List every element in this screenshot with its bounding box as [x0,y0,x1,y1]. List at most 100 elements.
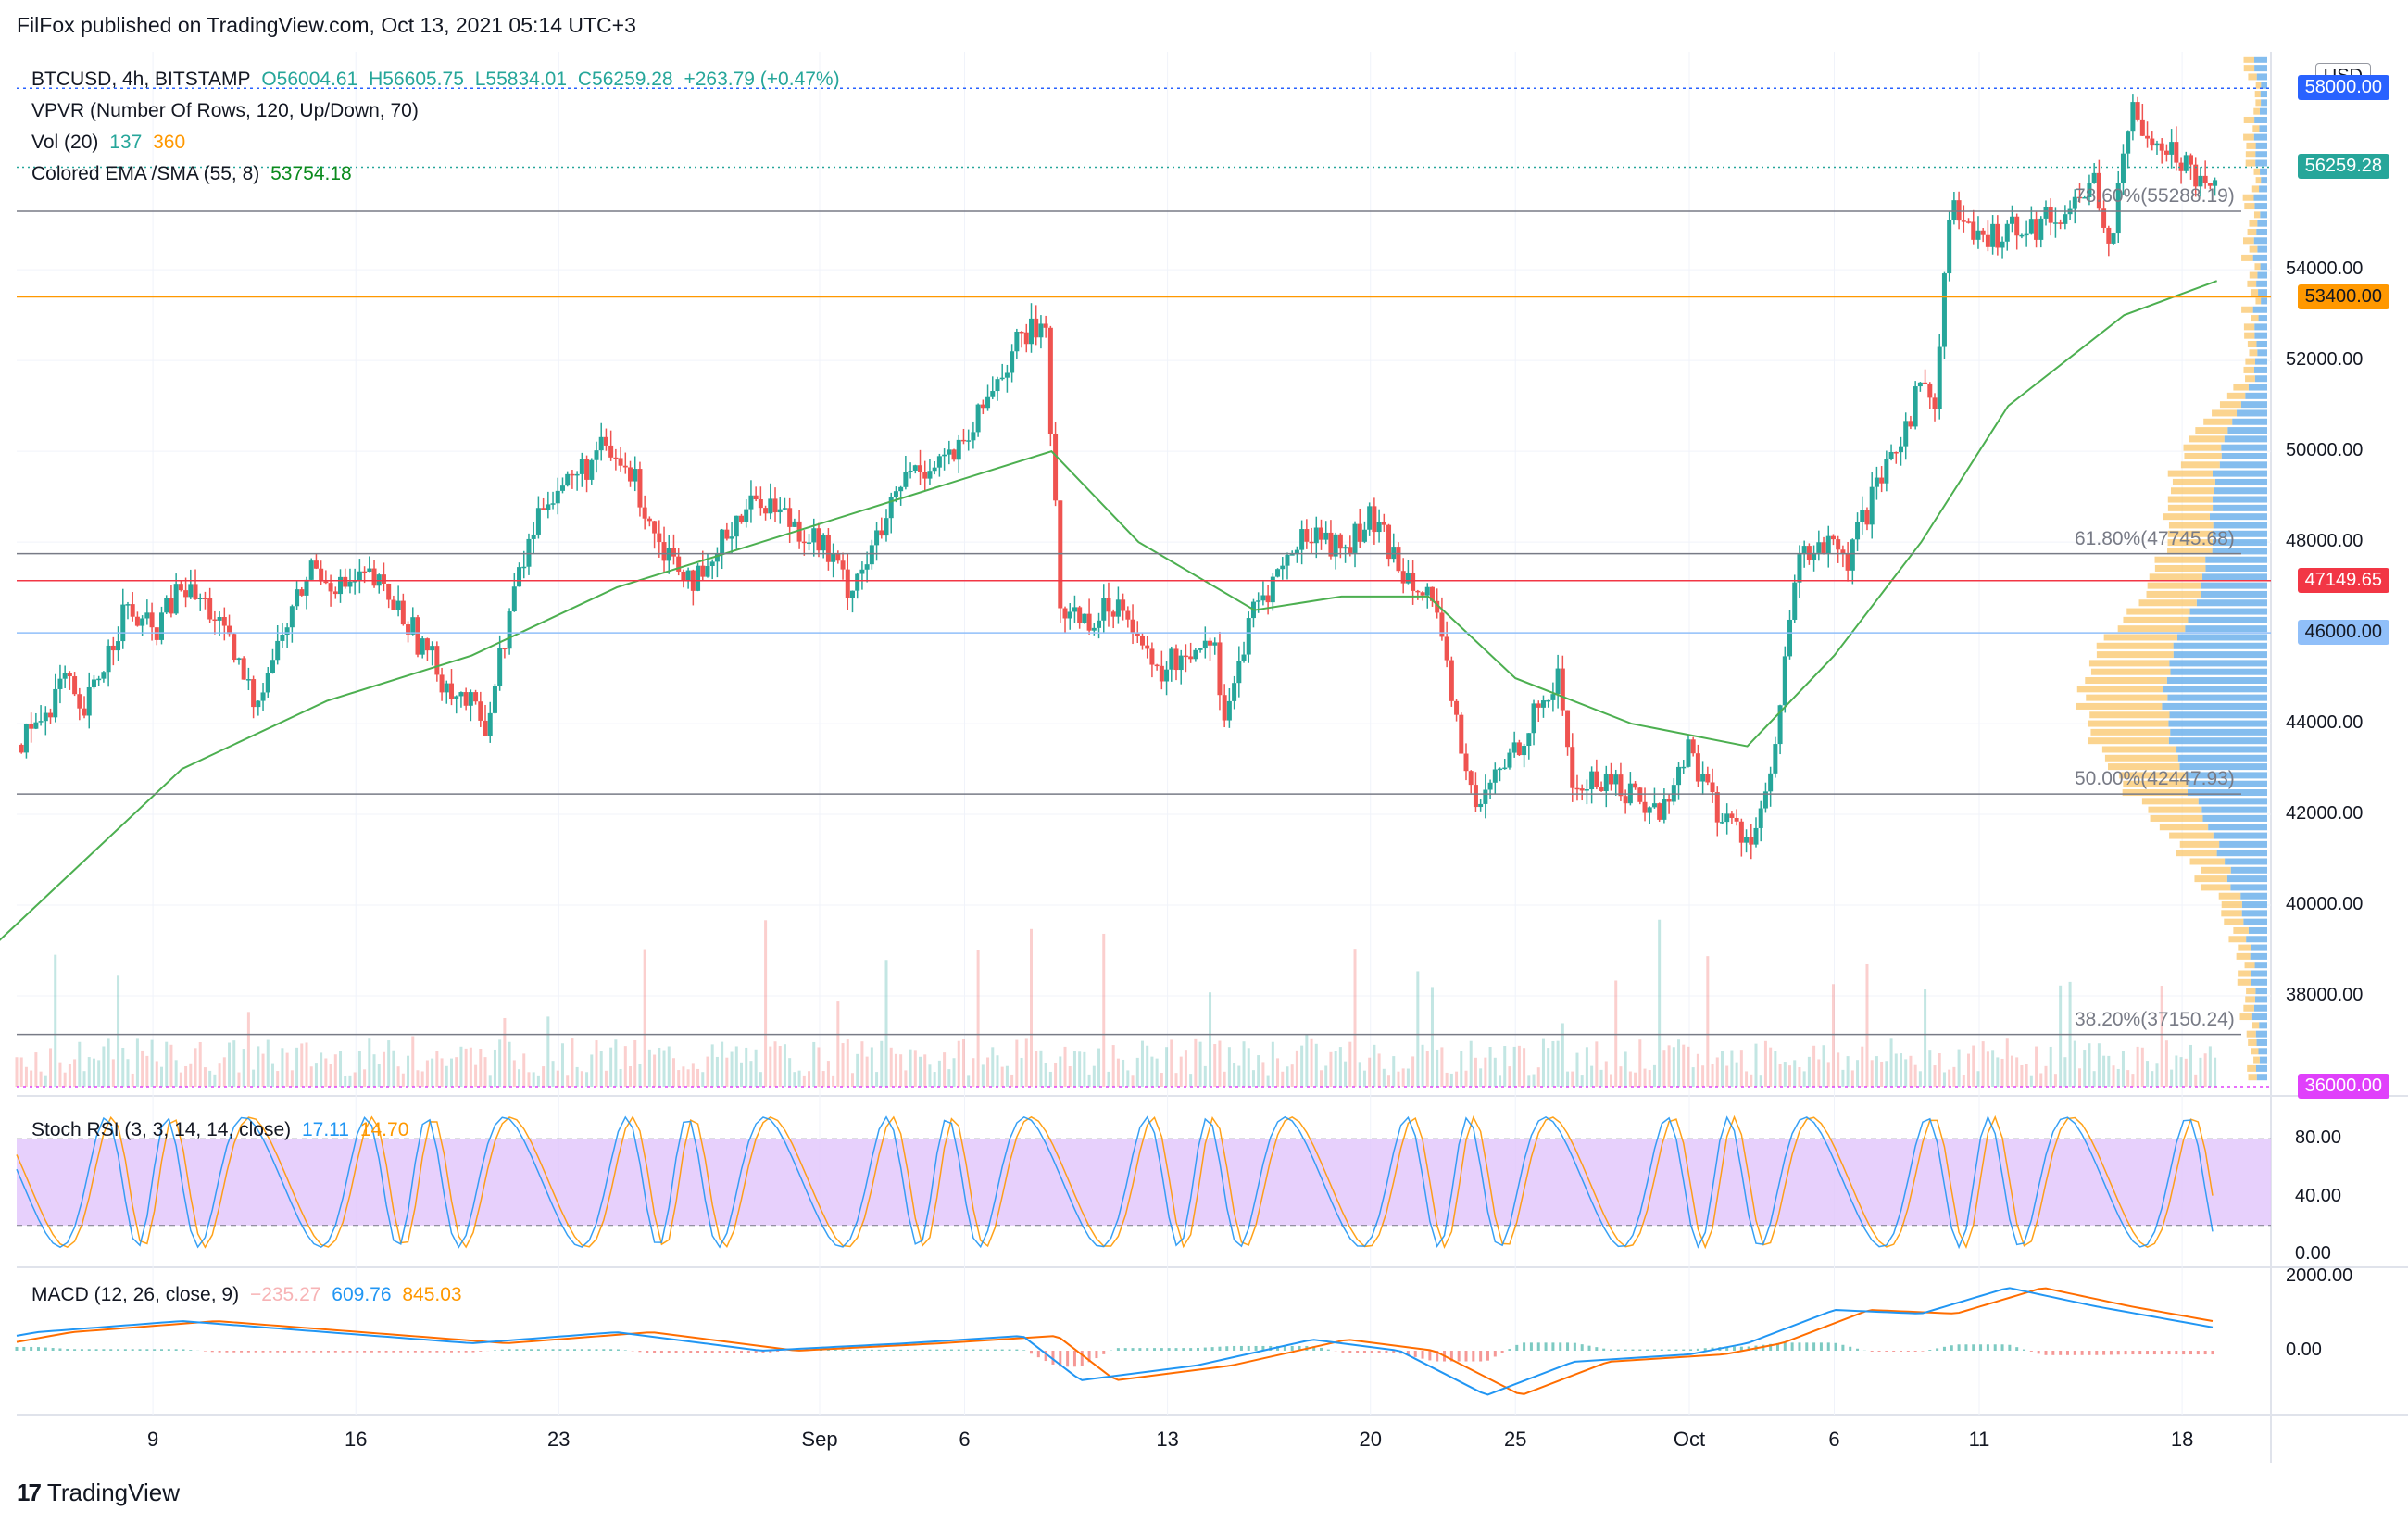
volume-bar [909,1049,912,1087]
vpvr-bar-down [2249,245,2258,253]
volume-bar [1198,1041,1202,1087]
vpvr-bar-down [2119,772,2187,779]
macd-hist-bar [899,1349,903,1351]
volume-bar [566,1075,570,1087]
volume-bar [536,1075,540,1087]
candle-body [1830,535,1836,540]
volume-bar [1595,1041,1599,1087]
macd-hist-bar [1486,1351,1489,1361]
candle-body [347,581,353,587]
volume-bar [1266,1075,1270,1087]
tradingview-logo[interactable]: 17 TradingView [17,1479,180,1507]
volume-bar [2160,986,2163,1087]
vpvr-bar-down [2086,694,2168,701]
candle-body [1077,607,1083,623]
macd-hist-bar [1610,1349,1612,1351]
vpvr-legend[interactable]: VPVR (Number Of Rows, 120, Up/Down, 70) [31,100,424,122]
candle-body [792,521,797,527]
volume-bar [788,1058,792,1087]
candle-body [221,617,227,626]
vpvr-bar-down [2167,470,2213,477]
vpvr-bar-up [2256,1064,2267,1072]
ema-label[interactable]: Colored EMA /SMA (55, 8) [31,163,260,184]
volume-bar [667,1046,671,1087]
macd-hist-bar [210,1351,214,1353]
candle-body [2028,219,2034,234]
volume-label[interactable]: Vol (20) [31,132,99,153]
macd-hist-bar [399,1351,403,1353]
volume-bar [1338,1047,1342,1087]
symbol-name[interactable]: BTCUSD, 4h, BITSTAMP [31,69,251,90]
candle-body [444,683,449,693]
vpvr-bar-up [2253,194,2267,201]
macd-hist-bar [1225,1346,1229,1351]
candle-body [2159,143,2164,151]
candle-body [2145,135,2151,139]
vpvr-bar-down [2243,1004,2254,1012]
volume-bar [1344,1061,1348,1087]
candle-body [753,495,759,500]
volume-legend[interactable]: Vol (20) 137 360 [31,132,191,154]
volume-bar [488,1075,492,1087]
volume-bar [841,1043,845,1087]
candle-body [468,692,473,706]
vpvr-bar-up [2213,496,2267,503]
vpvr-bar-up [2243,918,2267,925]
volume-bar [846,1039,849,1087]
candle-body [1932,397,1938,409]
macd-legend[interactable]: MACD (12, 26, close, 9) −235.27 609.76 8… [31,1284,468,1306]
volume-bar [1861,1046,1864,1087]
volume-bar [996,1055,999,1087]
candle-body [1444,636,1449,661]
candle-body [1947,220,1952,274]
stoch-legend[interactable]: Stoch RSI (3, 3, 14, 14, close) 17.11 14… [31,1119,414,1141]
candle-body [1313,527,1319,544]
vpvr-bar-up [2258,289,2267,296]
volume-bar [614,1039,618,1087]
vpvr-bar-down [2203,418,2233,425]
volume-bar [812,1041,816,1087]
macd-hist-bar [826,1349,830,1351]
volume-bar [1460,1051,1463,1087]
chart-area[interactable]: BTCUSD, 4h, BITSTAMP O56004.61 H56605.75… [0,52,2408,1469]
candle-body [197,598,203,599]
vpvr-bar-up [2170,668,2267,675]
macd-label[interactable]: MACD (12, 26, close, 9) [31,1284,240,1305]
candle-body [763,508,769,514]
volume-bar [2063,1057,2067,1087]
macd-hist-bar [623,1350,627,1351]
symbol-legend[interactable]: BTCUSD, 4h, BITSTAMP O56004.61 H56605.75… [31,69,846,91]
vpvr-bar-up [2208,824,2267,831]
macd-hist-bar [1733,1346,1737,1351]
candle-body [1864,510,1870,525]
macd-hist-bar [1320,1347,1323,1351]
volume-bar [503,1017,507,1087]
volume-bar [2170,1069,2174,1087]
volume-bar [2010,1055,2013,1087]
candle-body [1825,535,1831,554]
vpvr-label[interactable]: VPVR (Number Of Rows, 120, Up/Down, 70) [31,100,419,121]
macd-hist-bar [1906,1351,1910,1352]
volume-bar [740,1062,743,1087]
price-axis-label: 38000.00 [2286,985,2364,1006]
volume-bar [2015,1057,2019,1087]
volume-bar [1556,1040,1560,1087]
volume-bar [189,1063,193,1087]
candle-body [821,535,826,551]
volume-bar [1508,1066,1511,1087]
chart-canvas[interactable] [0,52,2408,1469]
volume-bar [431,1058,434,1087]
volume-bar [1382,1068,1386,1087]
candle-body [1560,668,1565,711]
ema-value: 53754.18 [270,163,352,184]
ema-legend[interactable]: Colored EMA /SMA (55, 8) 53754.18 [31,163,357,185]
macd-hist-bar [36,1347,40,1351]
volume-bar [1599,1069,1603,1087]
candle-body [1004,372,1010,378]
candle-body [999,377,1005,380]
vpvr-bar-down [2189,858,2226,865]
candle-body [521,566,527,569]
stoch-label[interactable]: Stoch RSI (3, 3, 14, 14, close) [31,1119,292,1140]
candle-body [874,530,880,546]
candle-body [507,611,512,649]
